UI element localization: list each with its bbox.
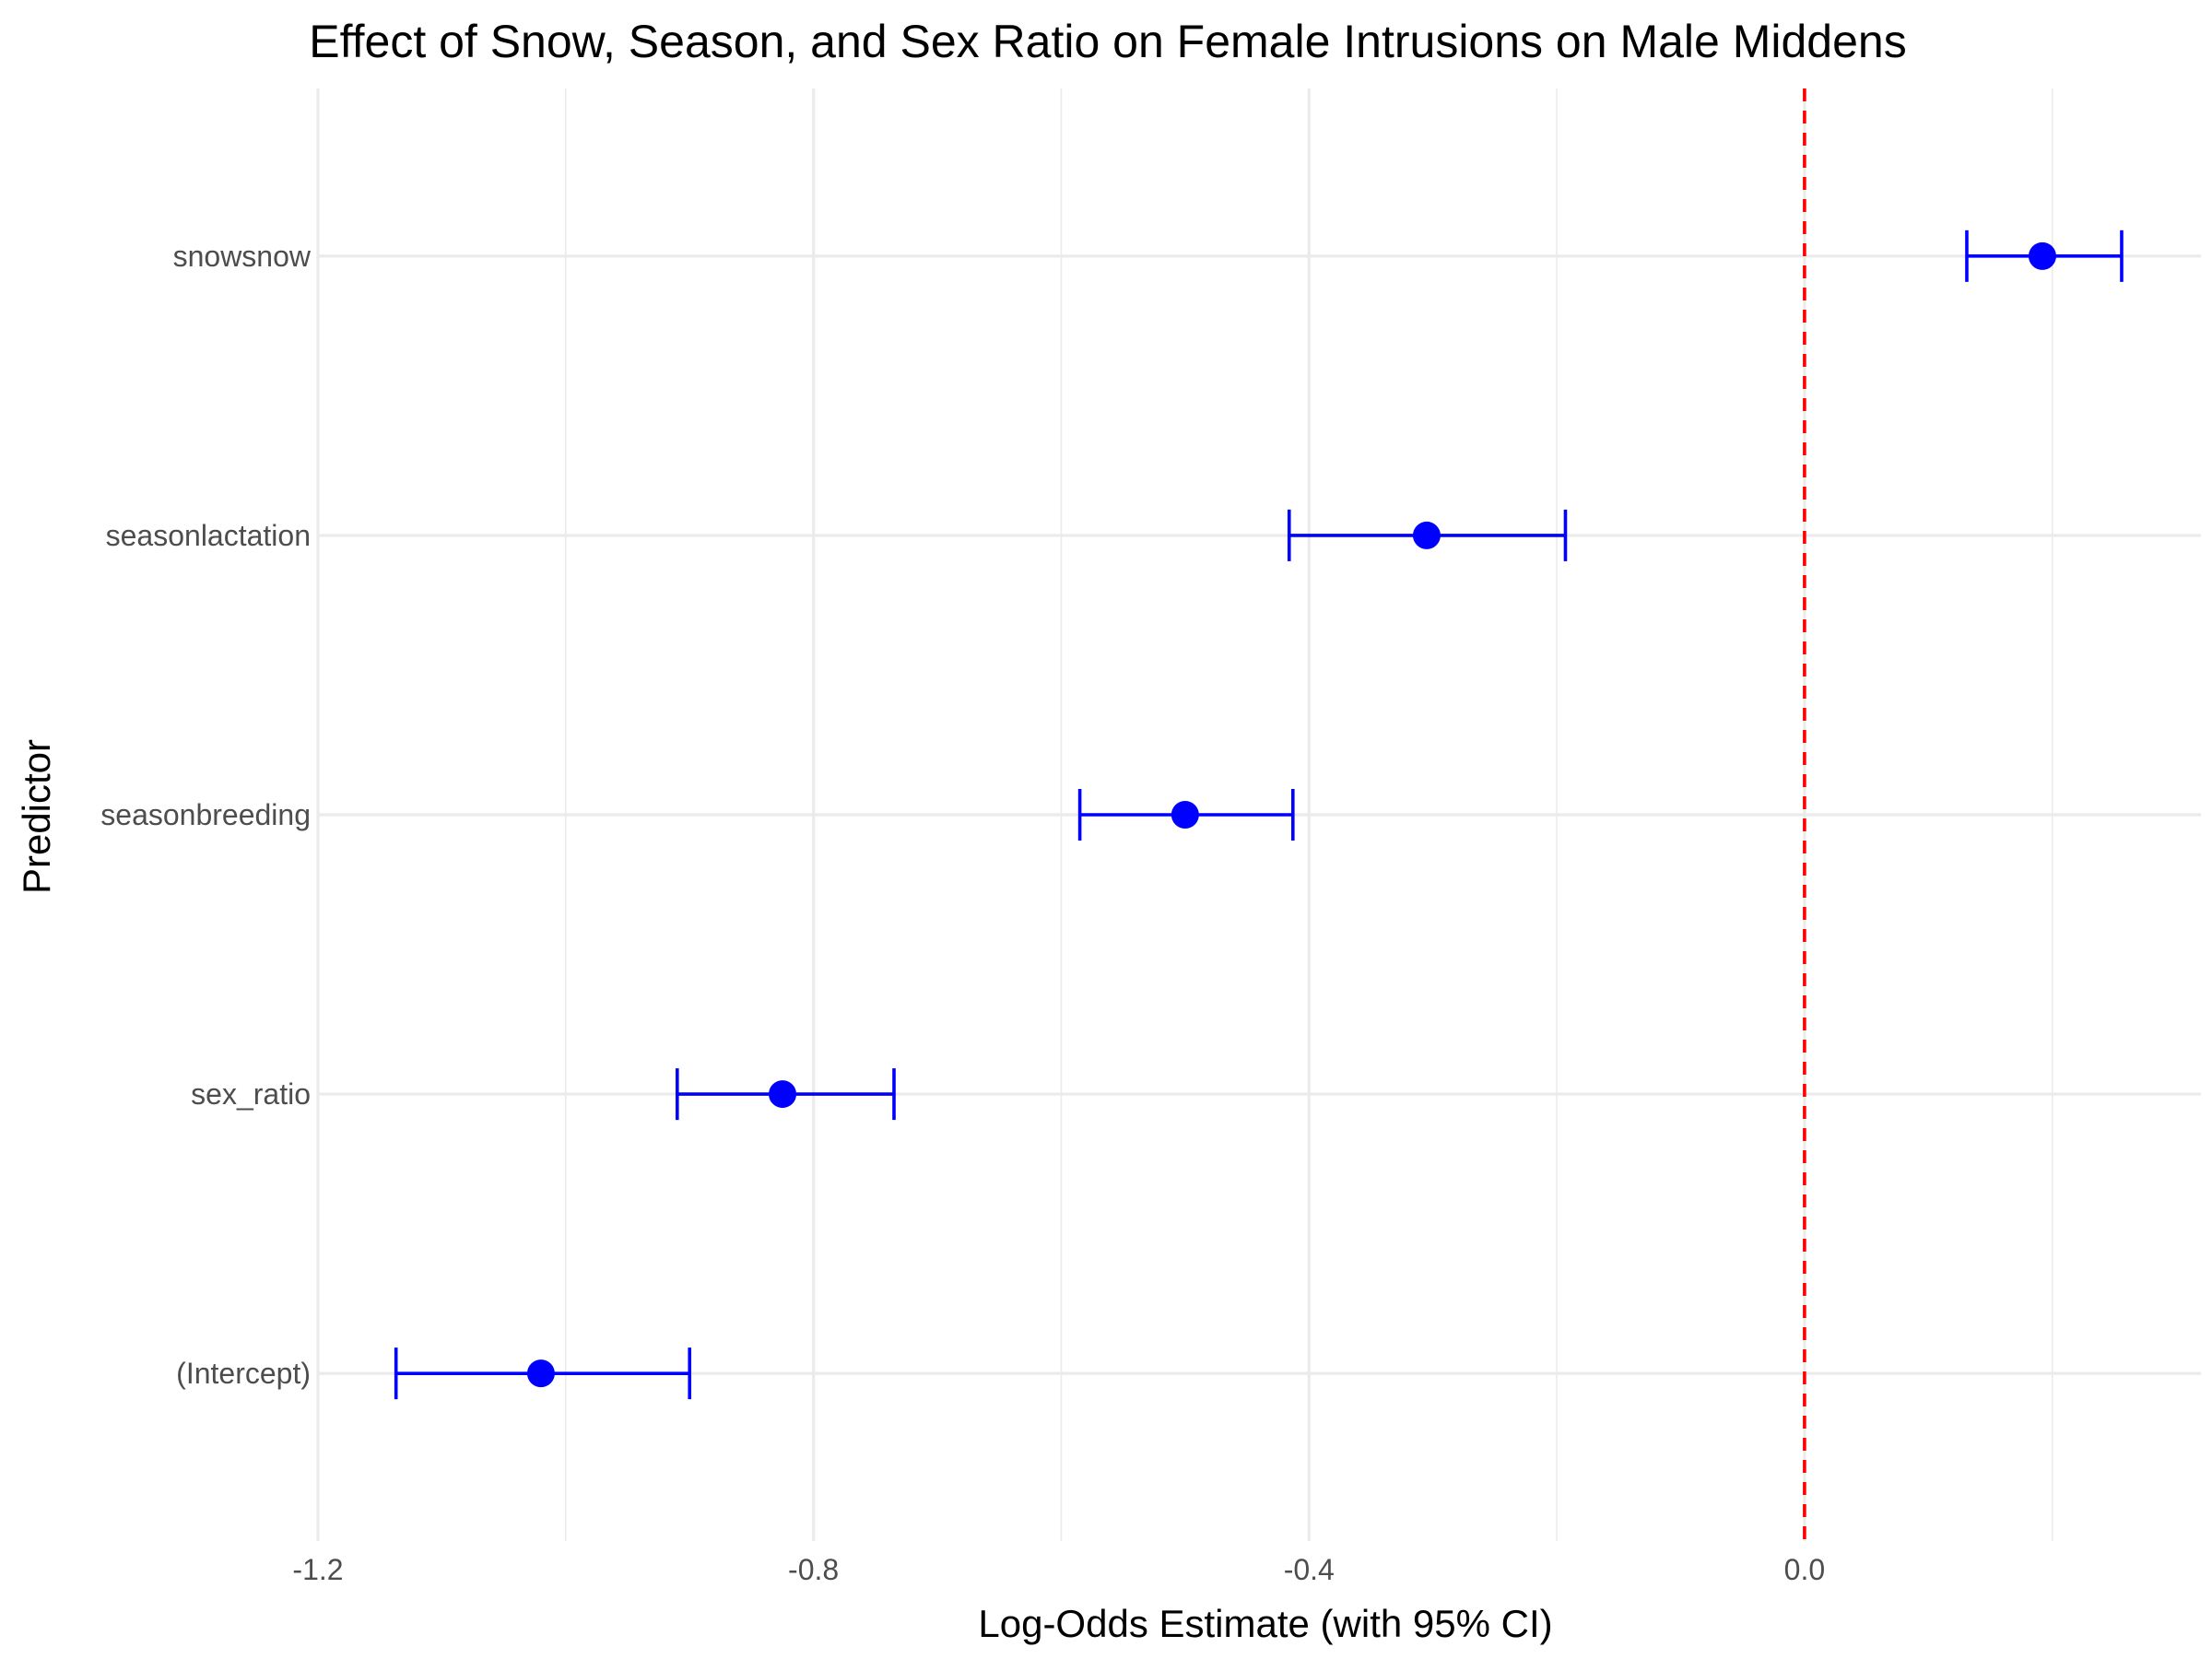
coefficient-row: [675, 1068, 896, 1121]
x-tick-label: -0.8: [788, 1553, 839, 1586]
y-tick-label: (Intercept): [176, 1357, 311, 1390]
coefficient-row: [1287, 509, 1568, 561]
coefficient-row: [1077, 789, 1295, 841]
estimate-point: [769, 1080, 797, 1109]
y-tick-label: snowsnow: [173, 240, 312, 273]
chart-title: Effect of Snow, Season, and Sex Ratio on…: [309, 16, 1906, 67]
estimate-point: [1412, 521, 1441, 549]
estimate-point: [526, 1359, 555, 1388]
x-tick-labels: -1.2 -0.8 -0.4 0.0: [292, 1553, 1825, 1586]
estimate-point: [2028, 241, 2056, 270]
x-tick-label: -0.4: [1284, 1553, 1335, 1586]
x-tick-label: -1.2: [292, 1553, 343, 1586]
y-tick-labels: (Intercept) sex_ratio seasonbreeding season…: [100, 240, 312, 1390]
y-axis-title: Predictor: [15, 739, 58, 894]
y-tick-label: sex_ratio: [191, 1077, 311, 1111]
grid-lines: [316, 88, 2201, 1541]
estimate-point: [1171, 801, 1199, 829]
y-tick-label: seasonbreeding: [100, 798, 311, 831]
coefficient-row: [394, 1347, 692, 1400]
y-tick-label: seasonlactation: [106, 519, 311, 552]
x-axis-title: Log-Odds Estimate (with 95% CI): [978, 1602, 1552, 1645]
coefficient-row: [1965, 229, 2124, 282]
x-tick-label: 0.0: [1784, 1553, 1825, 1586]
data-marks: [394, 229, 2124, 1400]
